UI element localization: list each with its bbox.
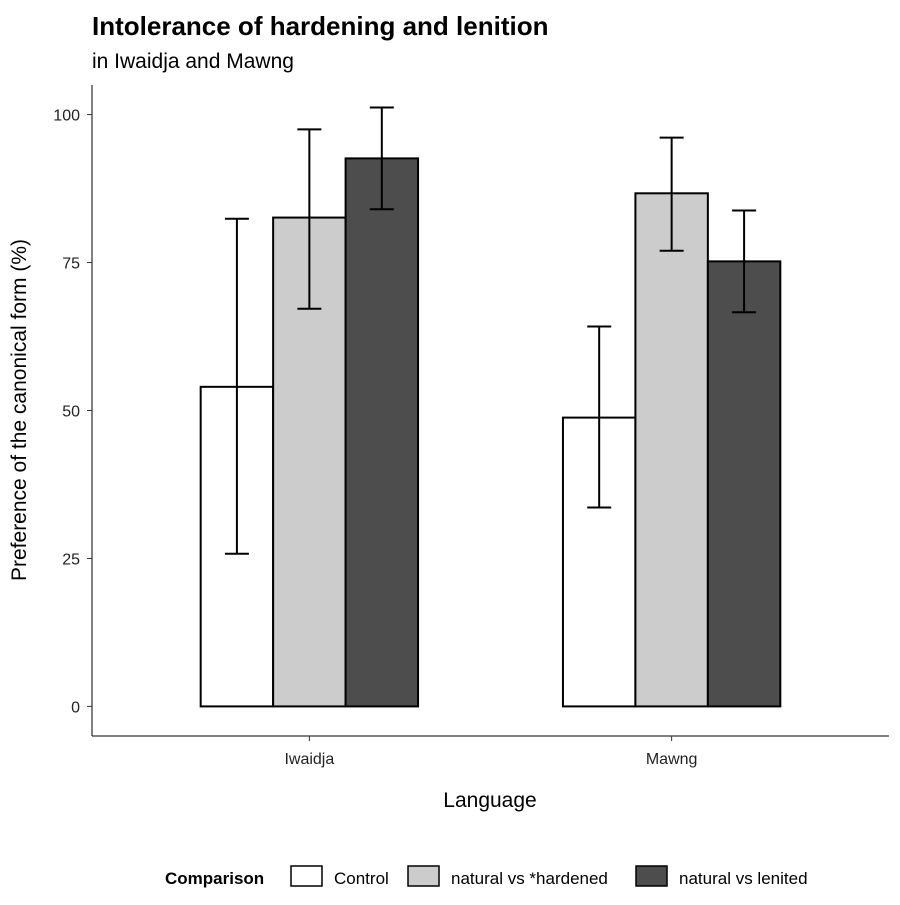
bar	[634, 192, 709, 708]
legend-title: Comparison	[165, 869, 264, 888]
legend: Comparison Control natural vs *hardened na…	[165, 865, 808, 888]
legend-label: natural vs lenited	[679, 869, 808, 888]
x-tick-label: Mawng	[646, 751, 698, 768]
chart-subtitle: in Iwaidja and Mawng	[92, 50, 294, 73]
y-tick-label: 75	[62, 256, 80, 273]
legend-key	[635, 865, 668, 887]
bar	[706, 260, 782, 708]
legend-label: natural vs *hardened	[451, 869, 608, 888]
x-axis-label: Language	[443, 789, 536, 812]
y-tick-label: 25	[62, 551, 80, 568]
y-tick-label: 100	[53, 108, 80, 125]
y-tick-label: 0	[71, 699, 80, 716]
y-axis-label: Preference of the canonical form (%)	[8, 239, 31, 581]
x-tick-label: Iwaidja	[284, 751, 334, 768]
legend-key	[407, 865, 440, 887]
y-tick-label: 50	[62, 404, 80, 421]
chart-title: Intolerance of hardening and lenition	[92, 11, 548, 41]
legend-key	[290, 865, 323, 887]
bar	[344, 157, 420, 708]
legend-label: Control	[334, 869, 389, 888]
